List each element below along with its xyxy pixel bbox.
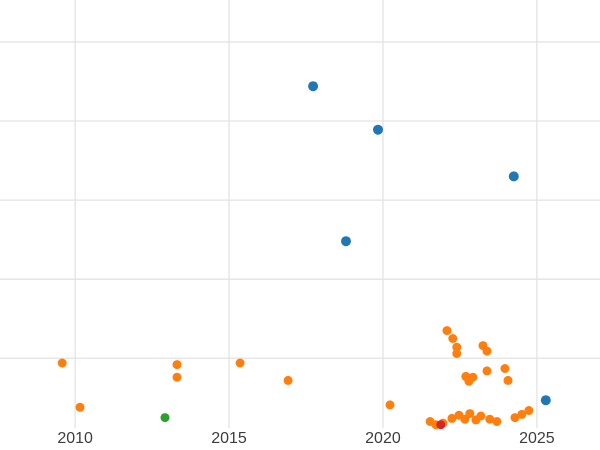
data-point-orange-series	[385, 400, 395, 410]
data-point-orange-series	[283, 375, 293, 385]
data-point-orange-series	[482, 346, 492, 356]
data-point-orange-series	[235, 358, 245, 368]
data-point-orange-series	[510, 413, 520, 423]
data-point-orange-series	[468, 372, 478, 382]
data-point-orange-series	[500, 364, 510, 373]
data-point-orange-series	[447, 413, 457, 423]
data-point-orange-series	[172, 372, 182, 382]
data-point-orange-series	[448, 334, 458, 343]
data-point-red-series	[436, 420, 446, 430]
data-point-orange-series	[452, 349, 462, 358]
data-point-blue-series	[540, 395, 551, 406]
data-point-orange-series	[485, 414, 495, 424]
data-point-orange-series	[442, 326, 452, 336]
x-tick-label: 2025	[519, 430, 555, 447]
data-point-blue-series	[373, 124, 383, 135]
data-point-orange-series	[75, 402, 85, 412]
data-point-orange-series	[465, 409, 475, 419]
x-tick-label: 2020	[365, 430, 401, 447]
data-point-orange-series	[492, 417, 502, 426]
data-point-orange-series	[172, 360, 182, 370]
x-tick-label: 2010	[57, 430, 93, 447]
data-point-green-series	[160, 413, 170, 423]
data-point-orange-series	[482, 366, 492, 376]
data-point-blue-series	[308, 81, 319, 92]
x-tick-label: 2015	[211, 430, 247, 447]
data-point-orange-series	[57, 358, 67, 368]
data-point-orange-series	[452, 342, 462, 352]
data-point-orange-series	[517, 409, 527, 419]
data-point-orange-series	[476, 411, 486, 421]
data-point-blue-series	[341, 236, 351, 247]
data-point-blue-series	[508, 171, 519, 182]
data-point-orange-series	[524, 406, 534, 415]
data-point-orange-series	[503, 375, 513, 385]
